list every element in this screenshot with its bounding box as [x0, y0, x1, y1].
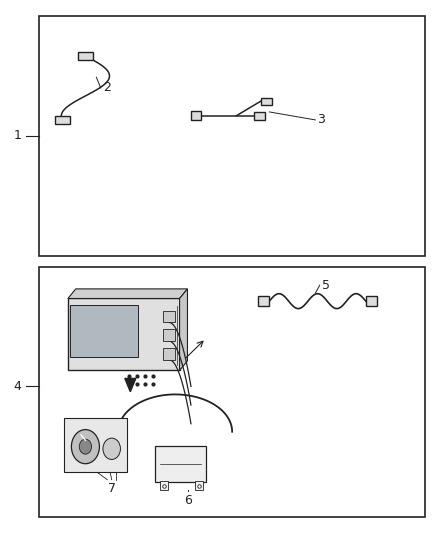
Bar — [163, 348, 175, 360]
FancyBboxPatch shape — [261, 98, 272, 105]
Bar — [155, 446, 206, 482]
Bar — [70, 305, 138, 357]
Bar — [160, 481, 168, 490]
Text: 4: 4 — [14, 380, 21, 393]
FancyBboxPatch shape — [191, 111, 201, 120]
Text: 1: 1 — [14, 130, 21, 142]
Circle shape — [103, 438, 120, 459]
Bar — [163, 329, 175, 341]
FancyBboxPatch shape — [254, 112, 265, 120]
Bar — [64, 418, 127, 472]
Polygon shape — [180, 289, 187, 370]
Text: 7: 7 — [108, 482, 116, 495]
Circle shape — [79, 439, 92, 454]
Polygon shape — [125, 378, 136, 392]
Bar — [39, 266, 425, 517]
Bar — [195, 481, 203, 490]
FancyBboxPatch shape — [366, 296, 377, 306]
FancyBboxPatch shape — [55, 116, 71, 124]
FancyBboxPatch shape — [258, 296, 269, 306]
Bar — [163, 311, 175, 322]
Bar — [39, 16, 425, 256]
FancyBboxPatch shape — [78, 52, 93, 60]
Text: 6: 6 — [184, 494, 192, 507]
Circle shape — [71, 430, 99, 464]
Text: 5: 5 — [322, 279, 330, 292]
Text: 2: 2 — [103, 82, 111, 94]
Text: 3: 3 — [318, 114, 325, 126]
Bar — [68, 298, 180, 370]
Polygon shape — [68, 289, 187, 298]
